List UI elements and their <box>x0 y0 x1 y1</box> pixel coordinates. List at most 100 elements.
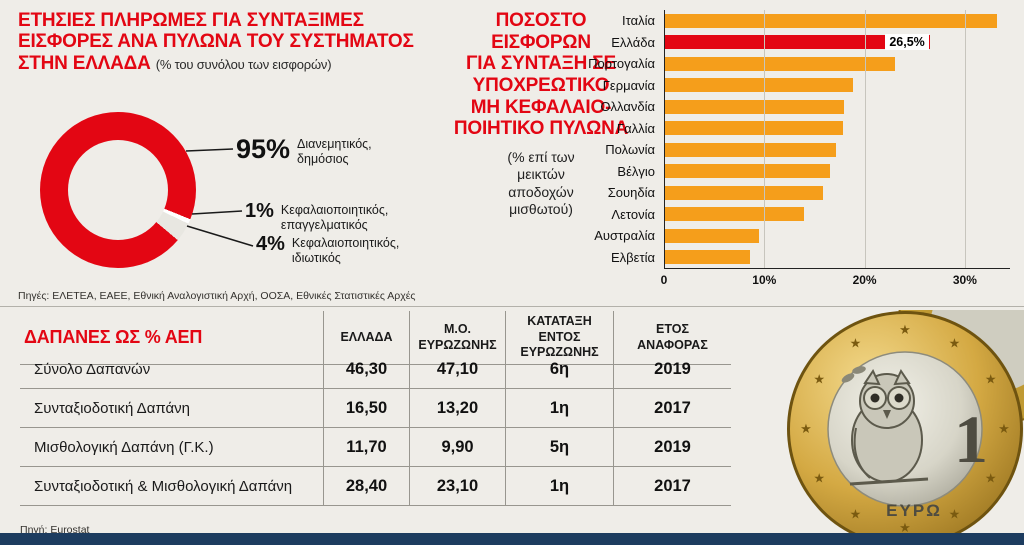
column-header: ΕΤΟΣ ΑΝΑΦΟΡΑΣ <box>613 311 731 365</box>
donut-slice-label: Κεφαλαιοποιητικός, επαγγελματικός <box>280 203 389 232</box>
star-icon: ★ <box>985 372 997 387</box>
row-label: Συνταξιοδοτική & Μισθολογική Δαπάνη <box>20 467 323 506</box>
star-icon: ★ <box>985 471 997 486</box>
bar: 26,5% <box>664 34 930 51</box>
x-axis-line <box>664 268 1010 269</box>
star-icon: ★ <box>850 335 862 350</box>
x-tick-label: 20% <box>852 273 877 287</box>
donut-hole <box>68 140 168 240</box>
bar <box>664 250 751 265</box>
gridline <box>764 10 766 268</box>
country-label: Ελλάδα <box>611 34 655 50</box>
star-icon: ★ <box>949 507 961 522</box>
table-value: 1η <box>505 467 613 506</box>
x-tick-label: 10% <box>752 273 777 287</box>
country-label: Λετονία <box>611 206 655 222</box>
donut-value-label: 4% <box>256 233 285 255</box>
column-header: ΕΛΛΑΔΑ <box>323 311 409 365</box>
bar <box>664 56 895 71</box>
coin-currency-label: ΕΥΡΩ <box>886 501 942 520</box>
country-label: Αυστραλία <box>594 228 655 244</box>
bar-row: Λετονία <box>556 204 1018 226</box>
bar-row: Πολωνία <box>556 139 1018 161</box>
x-tick-label: 30% <box>952 273 977 287</box>
euro-coin-image: ★ ★ ★ ★ ★ ★ ★ ★ ★ ★ ★ ★ 1 ΕΥΡΩ <box>787 231 1024 545</box>
donut-callout-4: 4% Κεφαλαιοποιητικός, ιδιωτικός <box>256 233 399 266</box>
table-value: 23,10 <box>409 467 505 506</box>
euro-coin: ★ ★ ★ ★ ★ ★ ★ ★ ★ ★ ★ ★ 1 ΕΥΡΩ <box>786 231 1024 545</box>
donut-chart <box>40 112 196 268</box>
table-value: 28,40 <box>323 467 409 506</box>
table-value: 13,20 <box>409 389 505 428</box>
bar <box>664 99 844 114</box>
column-header: Μ.Ο. ΕΥΡΩΖΩΝΗΣ <box>409 311 505 365</box>
country-label: Γαλλία <box>616 120 655 136</box>
star-icon: ★ <box>998 421 1010 436</box>
donut-value-label: 1% <box>245 200 274 222</box>
table-value: 2019 <box>613 428 731 467</box>
bar <box>664 207 805 222</box>
donut-slice-label: Κεφαλαιοποιητικός, ιδιωτικός <box>291 236 400 265</box>
gridline <box>864 10 866 268</box>
star-icon: ★ <box>850 507 862 522</box>
bar-row: Γερμανία <box>556 75 1018 97</box>
bar <box>664 228 760 243</box>
pillars-title-main: ΕΤΗΣΙΕΣ ΠΛΗΡΩΜΕΣ ΓΙΑ ΣΥΝΤΑΞΙΜΕΣ ΕΙΣΦΟΡΕΣ… <box>18 10 414 74</box>
bar-row: Ολλανδία <box>556 96 1018 118</box>
bar-row: Γαλλία <box>556 118 1018 140</box>
bar-row: Σουηδία <box>556 182 1018 204</box>
donut-value-label: 95% <box>236 134 291 164</box>
bar <box>664 185 824 200</box>
column-header: ΚΑΤΑΤΑΞΗ ΕΝΤΟΣ ΕΥΡΩΖΩΝΗΣ <box>505 311 613 365</box>
bar-row: Ελλάδα 26,5% <box>556 32 1018 54</box>
bar <box>664 142 837 157</box>
country-label: Γερμανία <box>602 77 655 93</box>
expenditure-table: ΔΑΠΑΝΕΣ ΩΣ % ΑΕΠ ΕΛΛΑΔΑ Μ.Ο. ΕΥΡΩΖΩΝΗΣ ΚΑΤΑ… <box>20 311 731 506</box>
contributions-title-panel: ΠΟΣΟΣΤΟ ΕΙΣΦΟΡΩΝ ΓΙΑ ΣΥΝΤΑΞΗ ΣΕ ΥΠΟΧΡΕΩΤ… <box>438 10 644 219</box>
table-value: 2019 <box>613 350 731 389</box>
bar-row: Αυστραλία <box>556 225 1018 247</box>
bar <box>664 121 843 136</box>
country-label: Βέλγιο <box>617 163 655 179</box>
country-label: Ελβετία <box>611 249 655 265</box>
country-label: Ιταλία <box>622 13 655 29</box>
table-value: 2017 <box>613 389 731 428</box>
star-icon: ★ <box>899 520 911 535</box>
table-value: 6η <box>505 350 613 389</box>
highlight-value-label: 26,5% <box>885 34 929 51</box>
pillars-title-note: (% του συνόλου των εισφορών) <box>155 56 332 72</box>
y-axis-line <box>664 10 665 268</box>
bar <box>664 78 853 93</box>
star-icon: ★ <box>800 421 812 436</box>
contributions-subtitle: (% επί των μεικτών αποδοχών μισθωτού) <box>507 148 575 218</box>
country-label: Πορτογαλία <box>588 56 655 72</box>
bar-row: Ιταλία <box>556 10 1018 32</box>
row-label: Μισθολογική Δαπάνη (Γ.Κ.) <box>20 428 323 467</box>
pension-pillars-panel: ΕΤΗΣΙΕΣ ΠΛΗΡΩΜΕΣ ΓΙΑ ΣΥΝΤΑΞΙΜΕΣ ΕΙΣΦΟΡΕΣ… <box>0 0 440 306</box>
donut-callout-95: 95% Διανεμητικός, δημόσιος <box>236 134 372 167</box>
coin-stars: ★ ★ ★ ★ ★ ★ ★ ★ ★ ★ ★ ★ <box>800 322 1010 535</box>
bar-row: Βέλγιο <box>556 161 1018 183</box>
donut-callout-1: 1% Κεφαλαιοποιητικός, επαγγελματικός <box>245 200 388 233</box>
bar-rows: Ιταλία Ελλάδα 26,5% Πορτογαλία Γερμανία Ολλαν… <box>556 10 1018 268</box>
row-label: Συνταξιοδοτική Δαπάνη <box>20 389 323 428</box>
row-label: Σύνολο Δαπανών <box>20 350 323 389</box>
country-label: Ολλανδία <box>600 99 655 115</box>
bar <box>664 13 997 28</box>
owl-icon <box>841 366 929 486</box>
donut-slice-label: Διανεμητικός, δημόσιος <box>297 137 372 166</box>
table-value: 11,70 <box>323 428 409 467</box>
bar-row: Ελβετία <box>556 247 1018 269</box>
star-icon: ★ <box>949 335 961 350</box>
table-title: ΔΑΠΑΝΕΣ ΩΣ % ΑΕΠ <box>20 311 323 365</box>
pillars-title: ΕΤΗΣΙΕΣ ΠΛΗΡΩΜΕΣ ΓΙΑ ΣΥΝΤΑΞΙΜΕΣ ΕΙΣΦΟΡΕΣ… <box>18 10 436 74</box>
table-value: 5η <box>505 428 613 467</box>
bottom-bar <box>0 533 1024 545</box>
contributions-title: ΠΟΣΟΣΤΟ ΕΙΣΦΟΡΩΝ ΓΙΑ ΣΥΝΤΑΞΗ ΣΕ ΥΠΟΧΡΕΩΤ… <box>453 10 629 140</box>
gridline <box>964 10 966 268</box>
star-icon: ★ <box>899 322 911 337</box>
table-value: 9,90 <box>409 428 505 467</box>
table-value: 16,50 <box>323 389 409 428</box>
section-divider <box>0 306 1024 307</box>
contributions-bar-chart: Ιταλία Ελλάδα 26,5% Πορτογαλία Γερμανία Ολλαν… <box>556 10 1018 302</box>
